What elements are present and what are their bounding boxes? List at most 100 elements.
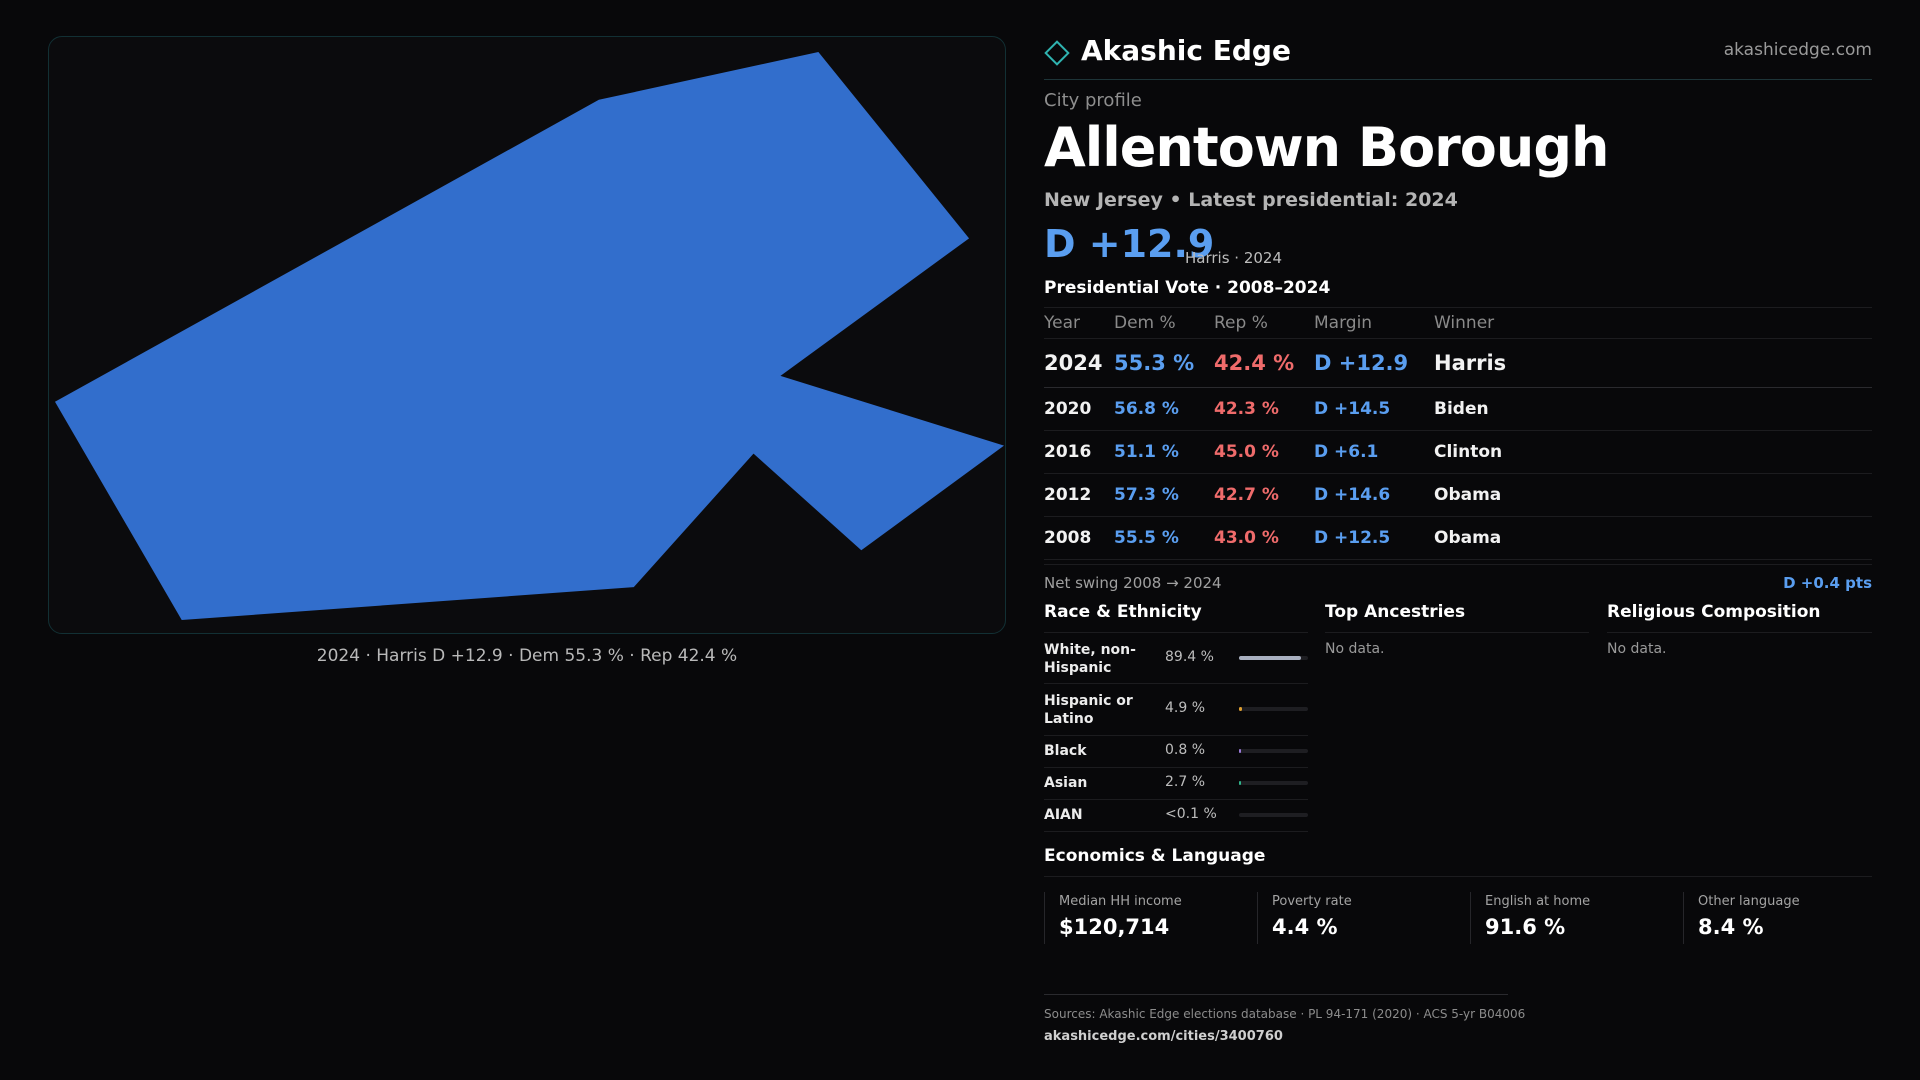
cell-margin: D +14.6 [1314, 485, 1391, 505]
ancestries-empty: No data. [1325, 641, 1385, 657]
cell-rep: 42.4 % [1214, 351, 1295, 375]
race-value: 4.9 % [1165, 700, 1206, 716]
net-swing-value: D +0.4 pts [1783, 574, 1872, 592]
race-label: Asian [1044, 775, 1088, 791]
cell-winner: Obama [1434, 485, 1502, 505]
cell-year: 2012 [1044, 485, 1092, 505]
race-bar-fill [1239, 656, 1301, 660]
stat-value: 4.4 % [1272, 915, 1338, 939]
race-bar-track [1239, 749, 1308, 753]
cell-margin: D +6.1 [1314, 442, 1379, 462]
diamond-icon [1044, 40, 1070, 66]
latest-margin-note: Harris · 2024 [1185, 249, 1283, 267]
race-bar-track [1239, 813, 1308, 817]
economics-title: Economics & Language [1044, 846, 1872, 877]
presidential-vote-table: Year Dem % Rep % Margin Winner 2024 55.3… [1044, 307, 1872, 560]
race-ethnicity-title: Race & Ethnicity [1044, 602, 1308, 633]
page-url-link[interactable]: akashicedge.com/cities/3400760 [1044, 1029, 1283, 1044]
religion-empty: No data. [1607, 641, 1667, 657]
table-row: 2024 55.3 % 42.4 % D +12.9 Harris [1044, 339, 1872, 388]
stat-label: Poverty rate [1272, 894, 1352, 909]
cell-year: 2020 [1044, 399, 1092, 419]
column-header-year: Year [1044, 313, 1080, 333]
cell-rep: 43.0 % [1214, 528, 1279, 548]
race-label: Hispanic or Latino [1044, 693, 1133, 727]
cell-rep: 45.0 % [1214, 442, 1279, 462]
cell-winner: Biden [1434, 399, 1489, 419]
stat-label: Median HH income [1059, 894, 1182, 909]
cell-year: 2008 [1044, 528, 1092, 548]
table-row: 2016 51.1 % 45.0 % D +6.1 Clinton [1044, 431, 1872, 474]
cell-dem: 51.1 % [1114, 442, 1179, 462]
race-label: White, non-Hispanic [1044, 642, 1136, 676]
cell-rep: 42.3 % [1214, 399, 1279, 419]
column-header-winner: Winner [1434, 313, 1495, 333]
column-header-dem: Dem % [1114, 313, 1176, 333]
cell-rep: 42.7 % [1214, 485, 1279, 505]
map-caption: 2024 · Harris D +12.9 · Dem 55.3 % · Rep… [316, 646, 738, 666]
page-subtitle: New Jersey • Latest presidential: 2024 [1044, 189, 1458, 211]
stat-english-at-home: English at home 91.6 % [1470, 892, 1660, 944]
cell-dem: 55.3 % [1114, 351, 1195, 375]
map-panel[interactable] [48, 36, 1006, 634]
ancestries-section: Top Ancestries No data. [1325, 602, 1589, 657]
column-header-margin: Margin [1314, 313, 1373, 333]
page-title: Allentown Borough [1044, 116, 1609, 179]
brand-url[interactable]: akashicedge.com [1723, 40, 1872, 60]
race-value: <0.1 % [1165, 806, 1217, 822]
race-row: Asian 2.7 % [1044, 768, 1308, 800]
page-kicker: City profile [1044, 90, 1142, 111]
race-row: Hispanic or Latino 4.9 % [1044, 684, 1308, 736]
race-bar-fill [1239, 781, 1242, 785]
stat-value: $120,714 [1059, 915, 1170, 939]
municipality-boundary[interactable] [54, 51, 1005, 621]
race-value: 0.8 % [1165, 742, 1206, 758]
economics-stats: Median HH income $120,714 Poverty rate 4… [1044, 892, 1872, 944]
race-value: 2.7 % [1165, 774, 1206, 790]
cell-year: 2024 [1044, 351, 1103, 375]
cell-dem: 56.8 % [1114, 399, 1179, 419]
sources-text: Sources: Akashic Edge elections database… [1044, 1007, 1526, 1021]
stat-value: 91.6 % [1485, 915, 1566, 939]
net-swing-label: Net swing 2008 → 2024 [1044, 574, 1222, 592]
cell-year: 2016 [1044, 442, 1092, 462]
race-row: White, non-Hispanic 89.4 % [1044, 633, 1308, 684]
stat-label: English at home [1485, 894, 1591, 909]
race-bar-track [1239, 707, 1308, 711]
race-label: AIAN [1044, 807, 1083, 823]
religion-section: Religious Composition No data. [1607, 602, 1872, 657]
race-label: Black [1044, 743, 1087, 759]
presidential-vote-title: Presidential Vote · 2008–2024 [1044, 278, 1331, 298]
cell-margin: D +12.5 [1314, 528, 1391, 548]
table-row: 2020 56.8 % 42.3 % D +14.5 Biden [1044, 388, 1872, 431]
cell-winner: Harris [1434, 351, 1507, 375]
stat-label: Other language [1698, 894, 1800, 909]
cell-dem: 55.5 % [1114, 528, 1179, 548]
table-header: Year Dem % Rep % Margin Winner [1044, 308, 1872, 339]
race-ethnicity-section: Race & Ethnicity White, non-Hispanic 89.… [1044, 602, 1308, 832]
race-row: AIAN <0.1 % [1044, 800, 1308, 832]
municipality-map[interactable] [49, 37, 1005, 633]
cell-winner: Obama [1434, 528, 1502, 548]
latest-margin: D +12.9 [1044, 222, 1215, 266]
profile-panel: Akashic Edge akashicedge.com City profil… [1044, 0, 1872, 1080]
race-value: 89.4 % [1165, 649, 1214, 665]
stat-other-language: Other language 8.4 % [1683, 892, 1873, 944]
race-bar-fill [1239, 749, 1242, 753]
stat-median-income: Median HH income $120,714 [1044, 892, 1234, 944]
brand-name[interactable]: Akashic Edge [1081, 34, 1291, 67]
race-bar-fill [1239, 707, 1243, 711]
table-row: 2012 57.3 % 42.7 % D +14.6 Obama [1044, 474, 1872, 517]
race-bar-track [1239, 781, 1308, 785]
brand-header: Akashic Edge akashicedge.com [1044, 30, 1872, 80]
religion-title: Religious Composition [1607, 602, 1872, 633]
ancestries-title: Top Ancestries [1325, 602, 1589, 633]
cell-dem: 57.3 % [1114, 485, 1179, 505]
sources-footer: Sources: Akashic Edge elections database… [1044, 994, 1526, 1044]
net-swing: Net swing 2008 → 2024 D +0.4 pts [1044, 564, 1872, 598]
stat-poverty-rate: Poverty rate 4.4 % [1257, 892, 1447, 944]
race-bar-track [1239, 656, 1308, 660]
stat-value: 8.4 % [1698, 915, 1764, 939]
cell-winner: Clinton [1434, 442, 1503, 462]
table-row: 2008 55.5 % 43.0 % D +12.5 Obama [1044, 517, 1872, 560]
